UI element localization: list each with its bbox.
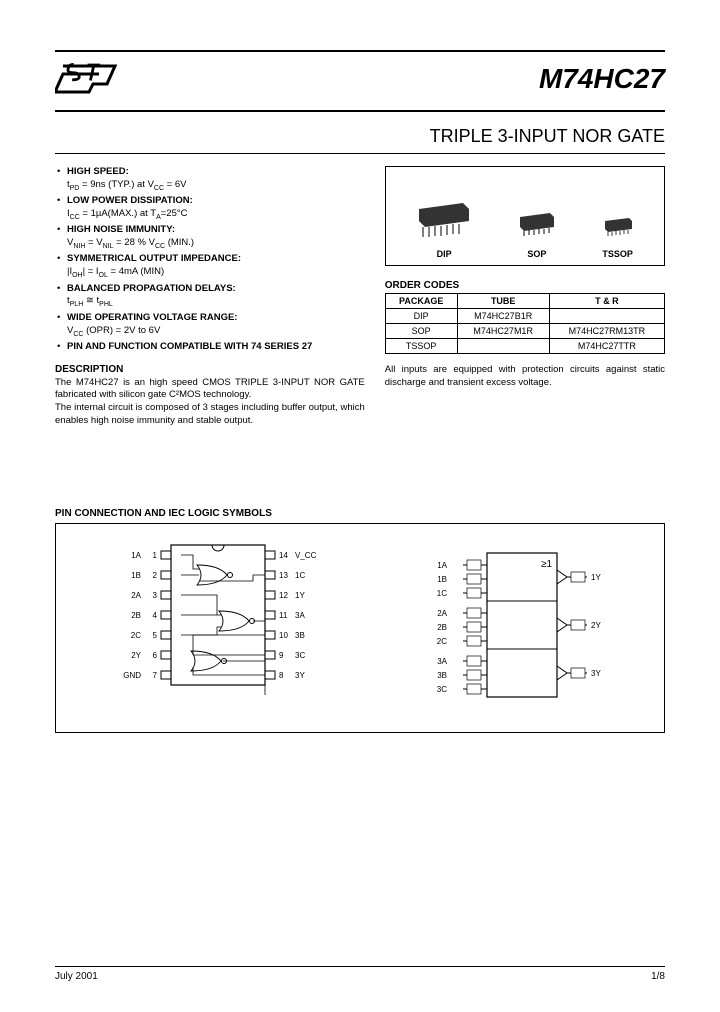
feature-list: HIGH SPEED:tPD = 9ns (TYP.) at VCC = 6VL…	[55, 166, 365, 354]
svg-text:12: 12	[279, 591, 288, 600]
svg-text:1B: 1B	[437, 575, 447, 584]
svg-text:2B: 2B	[131, 611, 141, 620]
svg-text:1Y: 1Y	[591, 573, 601, 582]
svg-text:GND: GND	[123, 671, 141, 680]
part-number: M74HC27	[539, 63, 665, 95]
svg-text:≥1: ≥1	[541, 559, 552, 570]
description-para2: The internal circuit is composed of 3 st…	[55, 402, 365, 428]
svg-text:1A: 1A	[131, 551, 141, 560]
pin-connection-diagram: 1A 1 14 V_CC 1B 2 13 1C 2A 3 12 1Y 2B 4 11 3A 2C 5 10 3B 2Y 6…	[93, 533, 343, 723]
svg-text:3B: 3B	[295, 631, 305, 640]
iec-logic-diagram: ≥1 1A 1B 1C 1Y 2A 2B 2C 2Y 3A 3B 3C 3Y	[397, 533, 627, 723]
svg-text:11: 11	[279, 611, 288, 620]
svg-text:4: 4	[153, 611, 158, 620]
svg-text:2: 2	[153, 571, 158, 580]
svg-text:8: 8	[279, 671, 284, 680]
package-label: SOP	[527, 249, 546, 259]
header: M74HC27	[55, 58, 665, 112]
svg-text:13: 13	[279, 571, 288, 580]
package-label: DIP	[437, 249, 452, 259]
svg-text:6: 6	[153, 651, 158, 660]
package-tssop: TSSOP	[599, 207, 637, 259]
svg-text:2A: 2A	[437, 609, 447, 618]
package-dip: DIP	[413, 199, 475, 259]
footer-date: July 2001	[55, 971, 98, 982]
svg-text:2A: 2A	[131, 591, 141, 600]
svg-text:14: 14	[279, 551, 288, 560]
svg-text:2C: 2C	[131, 631, 141, 640]
svg-text:5: 5	[153, 631, 158, 640]
svg-text:1A: 1A	[437, 561, 447, 570]
svg-text:3: 3	[153, 591, 158, 600]
description-heading: DESCRIPTION	[55, 364, 365, 375]
svg-text:2B: 2B	[437, 623, 447, 632]
svg-text:9: 9	[279, 651, 284, 660]
package-box: DIP SOP	[385, 166, 665, 266]
svg-text:10: 10	[279, 631, 288, 640]
svg-text:1B: 1B	[131, 571, 141, 580]
order-codes-table: PACKAGETUBET & R DIPM74HC27B1RSOPM74HC27…	[385, 293, 665, 354]
svg-text:3Y: 3Y	[295, 671, 305, 680]
svg-text:3Y: 3Y	[591, 669, 601, 678]
svg-text:2C: 2C	[437, 637, 447, 646]
protection-note: All inputs are equipped with protection …	[385, 364, 665, 390]
footer: July 2001 1/8	[55, 966, 665, 982]
svg-text:1C: 1C	[295, 571, 305, 580]
svg-text:1Y: 1Y	[295, 591, 305, 600]
svg-text:3A: 3A	[295, 611, 305, 620]
svg-text:1: 1	[153, 551, 158, 560]
footer-page: 1/8	[651, 971, 665, 982]
order-codes-heading: ORDER CODES	[385, 280, 665, 291]
package-label: TSSOP	[602, 249, 633, 259]
svg-text:2Y: 2Y	[131, 651, 141, 660]
description-para1: The M74HC27 is an high speed CMOS TRIPLE…	[55, 377, 365, 403]
svg-text:3C: 3C	[295, 651, 305, 660]
svg-text:3B: 3B	[437, 671, 447, 680]
svg-text:2Y: 2Y	[591, 621, 601, 630]
st-logo	[55, 58, 135, 100]
pin-diagram-box: 1A 1 14 V_CC 1B 2 13 1C 2A 3 12 1Y 2B 4 11 3A 2C 5 10 3B 2Y 6…	[55, 523, 665, 733]
svg-text:V_CC: V_CC	[295, 551, 317, 560]
svg-text:3A: 3A	[437, 657, 447, 666]
subtitle: TRIPLE 3-INPUT NOR GATE	[55, 126, 665, 154]
svg-text:3C: 3C	[437, 685, 447, 694]
pin-section-heading: PIN CONNECTION AND IEC LOGIC SYMBOLS	[55, 508, 665, 519]
package-sop: SOP	[514, 203, 560, 259]
svg-text:7: 7	[153, 671, 158, 680]
svg-text:1C: 1C	[437, 589, 447, 598]
